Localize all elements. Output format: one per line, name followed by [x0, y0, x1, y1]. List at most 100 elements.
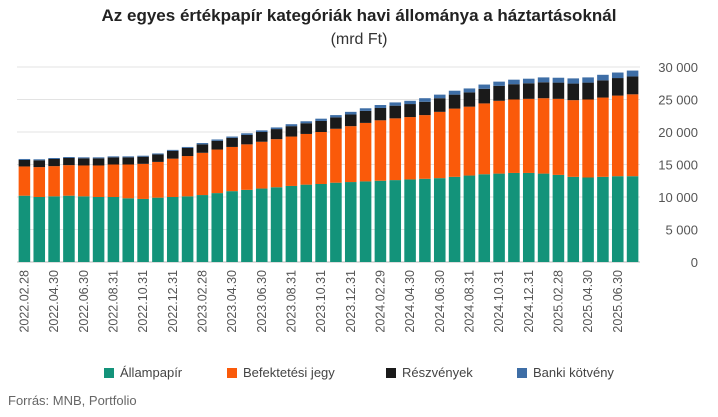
bar-segment — [107, 156, 120, 158]
bar-segment — [122, 198, 135, 262]
bar-segment — [330, 128, 342, 183]
bar-segment — [226, 191, 238, 262]
x-tick-label: 2022.10.31 — [136, 270, 150, 333]
bar-segment — [433, 98, 446, 112]
bar-segment — [582, 82, 594, 100]
bar-segment — [448, 90, 461, 95]
bar-segment — [48, 196, 60, 262]
bar-segment — [152, 153, 164, 155]
bar-segment — [122, 164, 135, 199]
bar-segment — [582, 177, 594, 262]
bar-segment — [404, 179, 416, 262]
bar-segment — [77, 196, 90, 262]
x-tick-label: 2025.02.28 — [551, 270, 565, 333]
legend-item-banki-kotveny: Banki kötvény — [517, 365, 614, 380]
bar-segment — [241, 133, 253, 135]
x-tick-label: 2023.06.30 — [255, 270, 269, 333]
x-tick-label: 2024.02.29 — [373, 270, 387, 333]
bar-segment — [241, 134, 253, 145]
bar-segment — [626, 70, 639, 77]
bar-segment — [300, 133, 313, 185]
bar-segment — [478, 174, 491, 262]
bar-segment — [255, 130, 268, 133]
bar-segment — [611, 72, 624, 79]
legend-label-banki-kotveny: Banki kötvény — [533, 365, 614, 380]
bar-segment — [107, 164, 120, 197]
legend-item-reszvenyek: Részvények — [386, 365, 473, 380]
bar-segment — [211, 193, 224, 262]
bar-segment — [611, 176, 624, 262]
bar-segment — [33, 167, 46, 197]
legend-label-befektetesi-jegy: Befektetési jegy — [243, 365, 335, 380]
bar-segment — [567, 100, 580, 177]
bar-segment — [478, 88, 491, 104]
bar-segment — [567, 83, 580, 101]
bar-segment — [537, 98, 550, 174]
bar-segment — [493, 173, 505, 262]
bar-segment — [448, 94, 461, 109]
bar-segment — [344, 111, 357, 115]
bar-segment — [626, 76, 639, 95]
bar-segment — [270, 129, 283, 140]
bar-segment — [77, 157, 90, 159]
y-tick-label: 20 000 — [658, 125, 698, 140]
bar-segment — [359, 108, 372, 111]
bar-segment — [285, 136, 298, 186]
bar-segment — [330, 117, 342, 129]
bar-segment — [404, 100, 416, 105]
bar-segment — [300, 184, 313, 262]
x-tick-label: 2024.12.31 — [522, 270, 536, 333]
bar-segment — [493, 81, 505, 86]
bar-segment — [463, 88, 476, 93]
y-tick-label: 25 000 — [658, 93, 698, 108]
bar-segment — [255, 188, 268, 262]
bar-segment — [344, 182, 357, 262]
bar-segment — [626, 94, 639, 177]
bar-segment — [404, 104, 416, 118]
bar-segment — [552, 77, 565, 83]
bar-segment — [611, 95, 624, 177]
bar-segment — [522, 83, 535, 99]
legend-swatch-banki-kotveny — [517, 367, 527, 378]
bar-segment — [374, 120, 387, 181]
bar-segment — [389, 105, 402, 119]
bar-segment — [63, 157, 75, 158]
bar-segment — [537, 77, 550, 83]
y-tick-label: 0 — [691, 255, 698, 270]
bar-segment — [419, 101, 431, 116]
bar-segment — [77, 158, 90, 166]
legend-item-allampapir: Állampapír — [104, 365, 182, 380]
source-note: Forrás: MNB, Portfolio — [8, 393, 137, 408]
bar-segment — [582, 99, 594, 178]
bar-segment — [122, 157, 135, 165]
bar-segment — [552, 82, 565, 99]
bar-segment — [552, 174, 565, 262]
bar-segment — [181, 196, 194, 262]
bar-segment — [419, 178, 431, 262]
bar-segment — [285, 124, 298, 127]
bar-segment — [181, 147, 194, 157]
y-tick-label: 15 000 — [658, 158, 698, 173]
bar-segment — [181, 156, 194, 197]
bar-segment — [315, 132, 327, 184]
bar-segment — [18, 166, 31, 196]
bar-segment — [92, 165, 105, 197]
bar-segment — [107, 157, 120, 165]
bar-segment — [315, 184, 327, 262]
bar-segment — [508, 172, 520, 262]
bar-segment — [300, 123, 313, 134]
legend-label-allampapir: Állampapír — [120, 365, 183, 380]
bar-segment — [374, 107, 387, 121]
bar-segment — [18, 158, 31, 160]
bar-segment — [330, 182, 342, 262]
bar-segment — [270, 187, 283, 262]
bar-segment — [433, 111, 446, 179]
bar-segment — [48, 166, 60, 197]
bar-segment — [211, 139, 224, 141]
x-tick-label: 2023.02.28 — [195, 270, 209, 333]
bar-segment — [344, 114, 357, 127]
y-tick-label: 30 000 — [658, 60, 698, 75]
x-tick-label: 2022.06.30 — [77, 270, 91, 333]
bar-segment — [448, 108, 461, 177]
